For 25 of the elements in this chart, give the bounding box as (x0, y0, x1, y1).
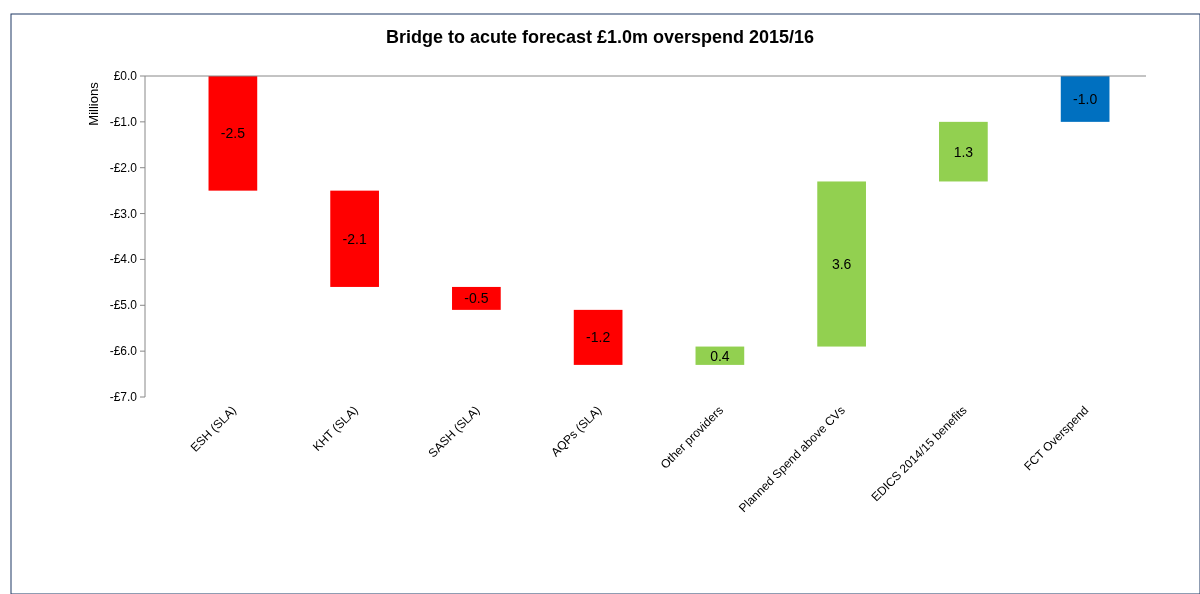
y-tick-label: -£5.0 (109, 298, 138, 313)
data-label: 0.4 (710, 347, 730, 364)
bar (208, 76, 258, 191)
y-axis-title: Millions (86, 81, 101, 126)
y-tick-label: -£3.0 (109, 206, 138, 221)
bar (1060, 76, 1110, 122)
bar (817, 181, 866, 347)
data-label: -0.5 (464, 290, 489, 307)
data-label: 3.6 (831, 256, 852, 273)
y-tick-label: -£4.0 (109, 252, 138, 267)
data-label: -1.2 (586, 329, 611, 346)
data-label: -2.5 (220, 125, 246, 142)
y-tick-label: -£1.0 (109, 114, 138, 129)
bar (330, 190, 379, 287)
y-tick-label: -£2.0 (109, 160, 138, 175)
bar (573, 309, 623, 365)
y-tick-label: -£7.0 (109, 390, 138, 404)
bar (939, 121, 988, 182)
y-tick-label: £0.0 (113, 69, 138, 83)
chart-title: Bridge to acute forecast £1.0m overspend 2015/16 (385, 27, 815, 47)
y-tick-label: -£6.0 (109, 344, 138, 359)
data-label: -1.0 (1073, 90, 1098, 107)
data-label: 1.3 (953, 143, 974, 160)
bar (452, 286, 501, 310)
data-label: -2.1 (342, 230, 367, 247)
